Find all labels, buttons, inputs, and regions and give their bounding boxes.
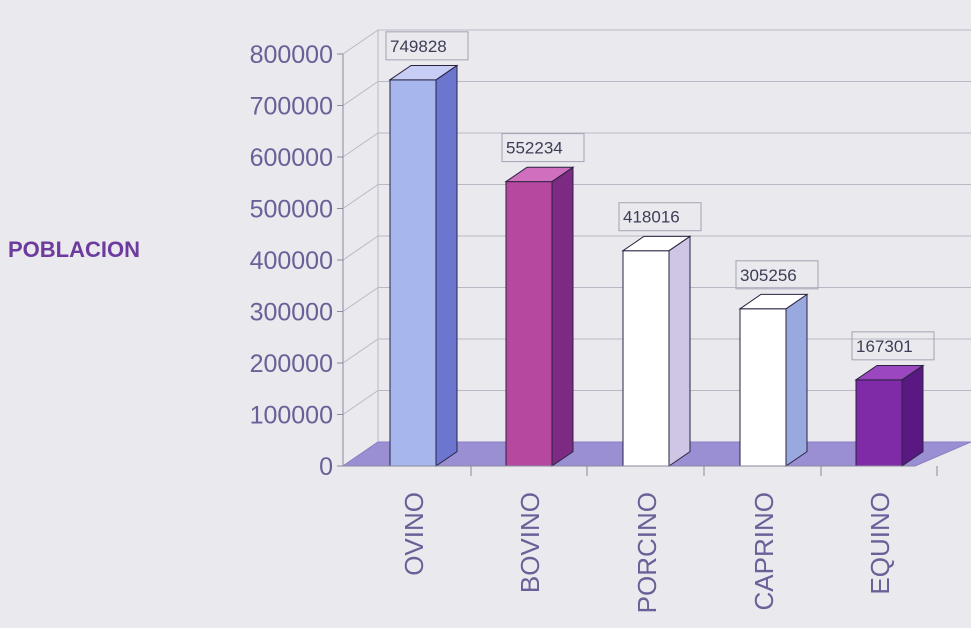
bar-group — [388, 64, 459, 467]
data-label: 418016 — [623, 208, 680, 227]
bar-top — [388, 64, 459, 81]
bar-side — [785, 293, 808, 467]
y-tick-label: 100000 — [250, 402, 333, 430]
gridline-diagonal — [342, 338, 379, 364]
bar-group — [738, 293, 809, 467]
x-axis: OVINO BOVINO PORCINO CAPRINO EQUINO — [343, 465, 938, 613]
data-label: 167301 — [856, 337, 913, 356]
bar-group — [854, 364, 925, 467]
bar-top — [854, 364, 925, 381]
data-label-box — [851, 331, 935, 361]
data-label: 305256 — [740, 266, 797, 285]
gridline-diagonal — [342, 29, 379, 55]
x-category-label: EQUINO — [865, 492, 895, 595]
bar — [622, 250, 670, 467]
data-label: 749828 — [390, 37, 447, 56]
gridline-diagonal — [342, 390, 379, 415]
bar-group — [504, 166, 575, 467]
data-label-box — [618, 202, 702, 232]
y-tick-label: 500000 — [250, 196, 333, 224]
bar-side — [901, 364, 924, 467]
y-tick-label: 400000 — [250, 247, 333, 275]
bar-top — [504, 166, 575, 183]
bars: 749828 552234 418016 305256 167301 — [385, 31, 935, 467]
data-label-box — [735, 260, 819, 290]
y-tick-label: 0 — [319, 453, 333, 481]
bar-group — [621, 235, 692, 467]
y-axis: 0 100000 200000 300000 400000 500000 600000 700… — [250, 41, 344, 481]
x-category-label: OVINO — [399, 492, 429, 576]
gridline-diagonal — [342, 235, 379, 261]
y-tick-label: 800000 — [250, 41, 333, 69]
bar — [739, 308, 787, 467]
data-label-box — [501, 133, 585, 163]
bar — [505, 181, 553, 467]
gridline-diagonal — [342, 132, 379, 158]
bar-side — [435, 64, 458, 467]
bar-side — [668, 235, 691, 467]
bar — [855, 379, 903, 467]
gridline-diagonal — [342, 184, 379, 209]
y-tick-label: 700000 — [250, 93, 333, 121]
y-tick-label: 200000 — [250, 350, 333, 378]
x-category-label: PORCINO — [632, 492, 662, 613]
x-category-label: BOVINO — [515, 492, 545, 593]
bar-top — [621, 235, 692, 252]
x-category-label: CAPRINO — [749, 492, 779, 610]
data-label: 552234 — [506, 139, 563, 158]
bar-side — [551, 166, 574, 467]
y-tick-label: 300000 — [250, 299, 333, 327]
gridline-diagonal — [342, 81, 379, 106]
bar — [389, 79, 437, 467]
data-label-box — [385, 31, 469, 61]
y-axis-label: POBLACION — [8, 237, 140, 262]
bar-top — [738, 293, 809, 310]
y-tick-label: 600000 — [250, 144, 333, 172]
gridline-diagonal — [342, 287, 379, 312]
